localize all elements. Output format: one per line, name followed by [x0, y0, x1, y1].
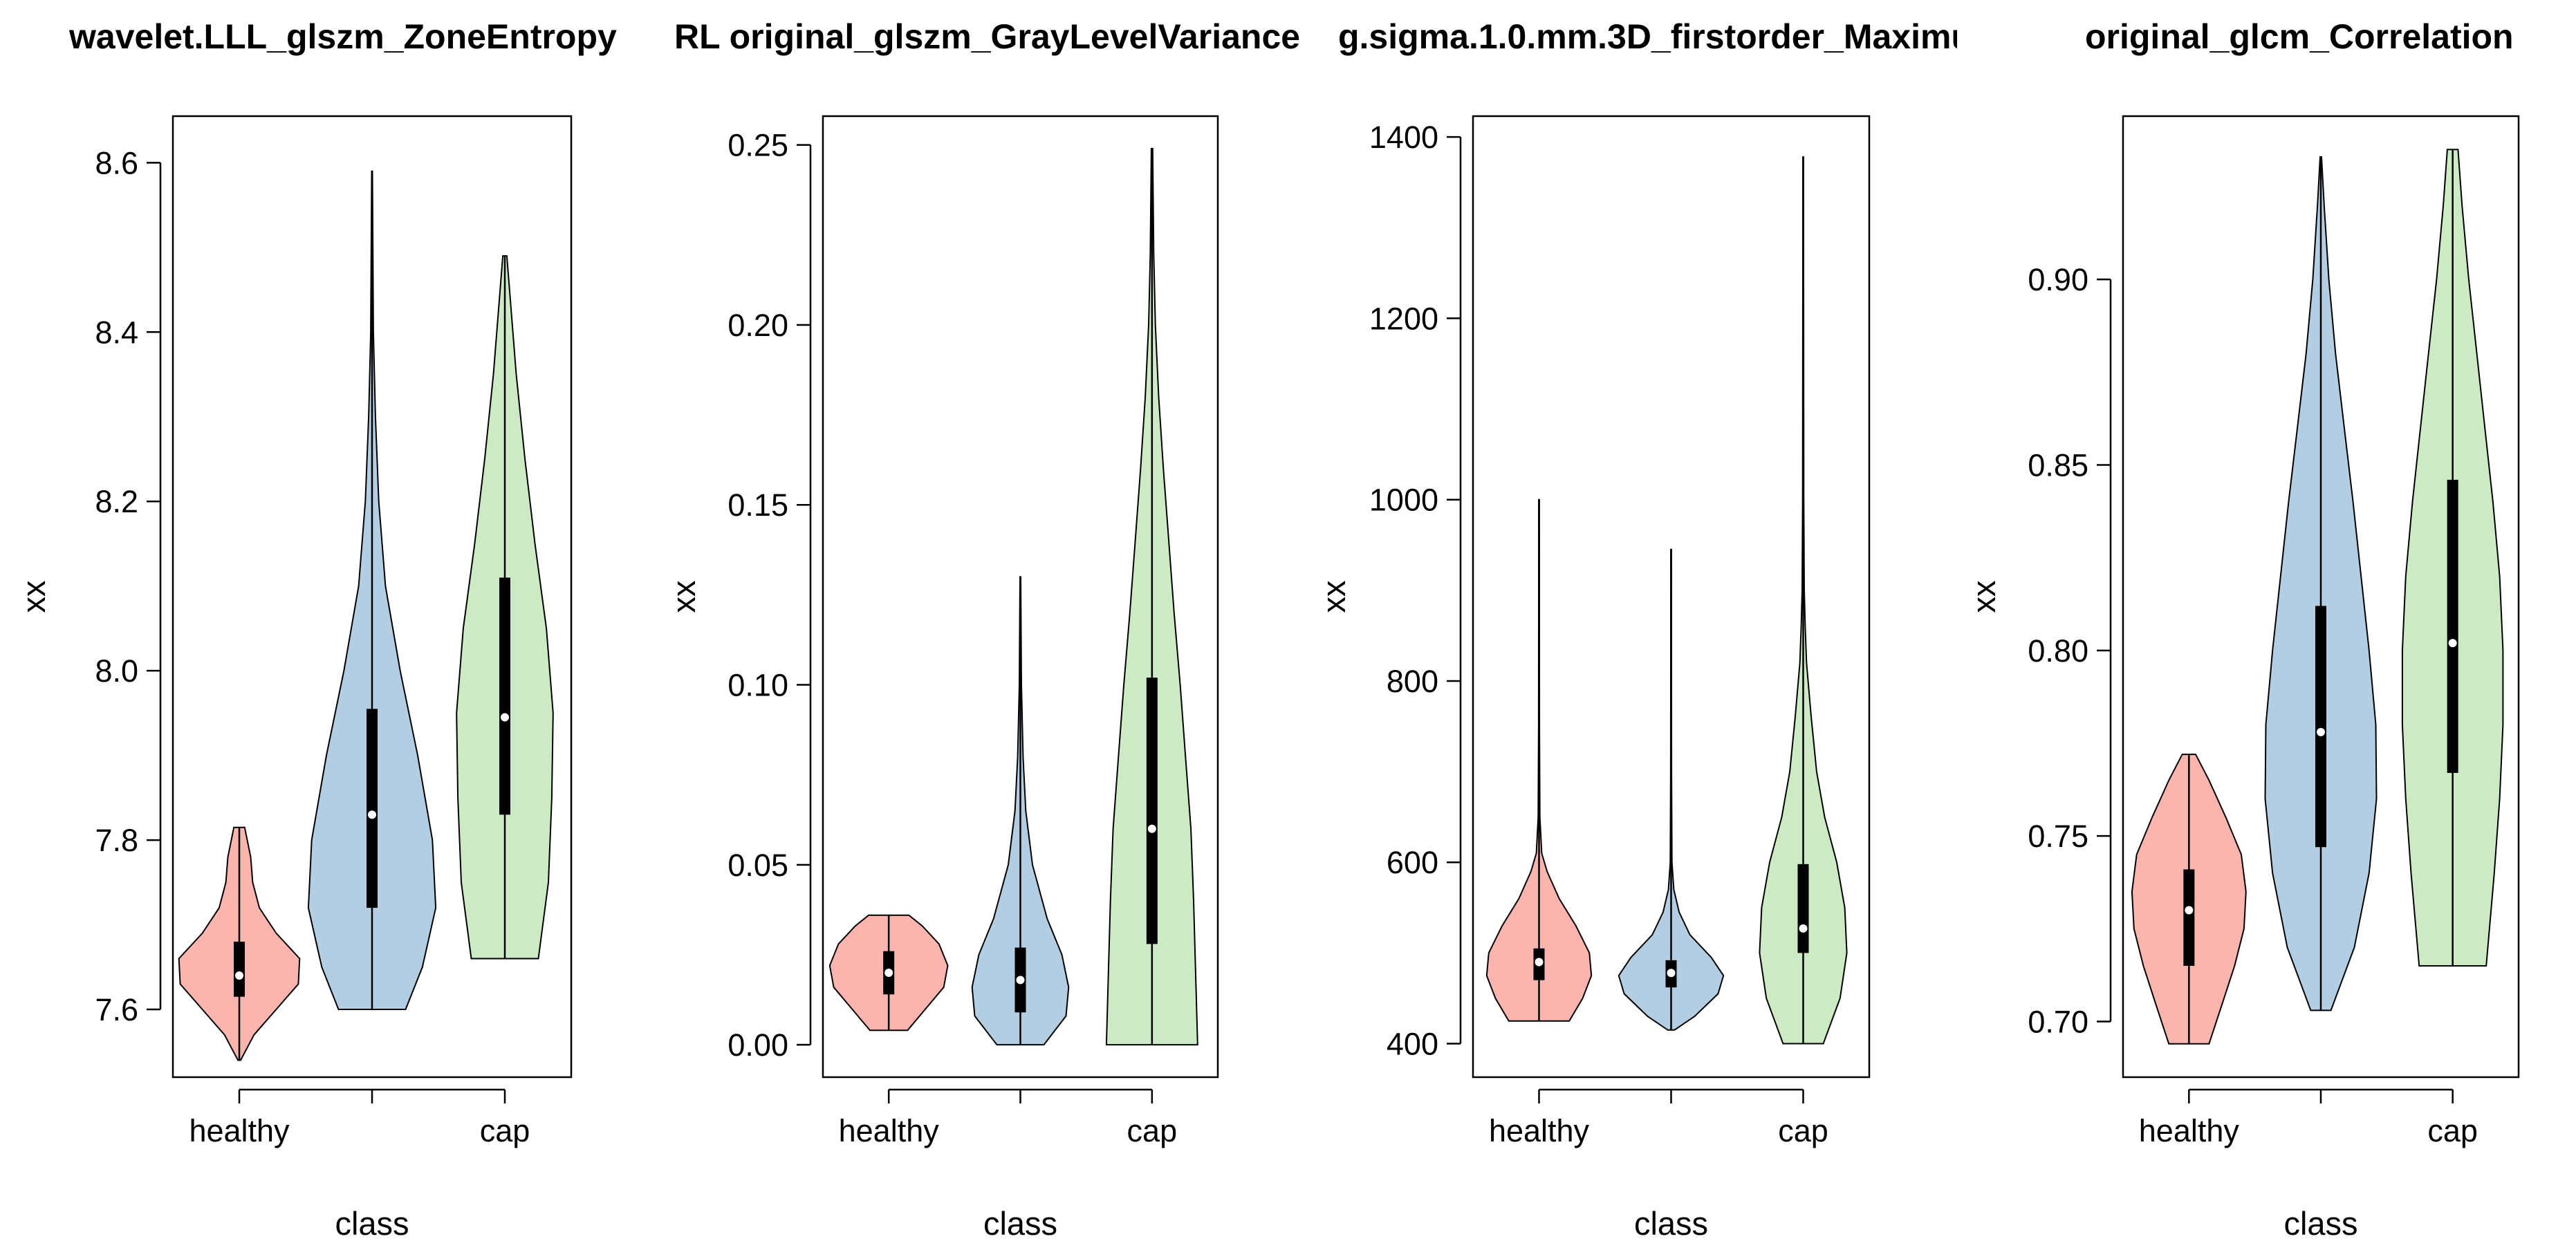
- violin-median-point: [235, 971, 243, 980]
- panel-title: RL original_glszm_GrayLevelVariance: [674, 17, 1300, 56]
- y-tick-label: 800: [1387, 664, 1438, 699]
- plot-frame: [2122, 115, 2520, 1079]
- y-tick-label: 600: [1387, 845, 1438, 880]
- violin-iqr-box: [234, 942, 245, 997]
- violin-iqr-box: [2447, 479, 2458, 773]
- violin-iqr-box: [2315, 606, 2326, 848]
- y-tick-label: 400: [1387, 1026, 1438, 1061]
- x-axis-label: class: [983, 1205, 1057, 1242]
- y-tick-label: 0.20: [728, 308, 788, 343]
- violin-median-point: [368, 810, 376, 819]
- x-tick-label: healthy: [1489, 1113, 1590, 1148]
- x-axis-label: class: [1634, 1205, 1708, 1242]
- violin-median-point: [1016, 976, 1025, 985]
- y-tick-label: 7.6: [95, 992, 138, 1027]
- x-tick-label: cap: [1127, 1113, 1178, 1148]
- violin-panel-2: RL original_glszm_GrayLevelVariance 0.00 0…: [665, 17, 1300, 1242]
- y-tick-label: 8.2: [95, 484, 138, 519]
- x-tick-label: healthy: [2139, 1113, 2240, 1148]
- y-tick-label: 7.8: [95, 823, 138, 858]
- violin-median-point: [1147, 824, 1156, 833]
- y-tick-label: 8.4: [95, 315, 138, 350]
- violin-median-point: [1667, 969, 1676, 978]
- y-tick-label: 1000: [1369, 483, 1438, 518]
- violin-median-point: [2185, 906, 2194, 915]
- x-tick-label: cap: [2427, 1113, 2478, 1148]
- panel-title: original_glcm_Correlation: [2085, 17, 2514, 56]
- y-tick-label: 0.25: [728, 128, 788, 163]
- y-tick-label: 1200: [1369, 301, 1438, 336]
- y-axis-label: xx: [1315, 581, 1352, 613]
- y-tick-label: 0.90: [2028, 262, 2088, 297]
- y-tick-label: 0.85: [2028, 447, 2088, 483]
- violin-panel-3: g.sigma.1.0.mm.3D_firstorder_Maximum 400 6…: [1315, 17, 2003, 1242]
- y-tick-label: 0.10: [728, 668, 788, 703]
- y-tick-label: 0.70: [2028, 1004, 2088, 1039]
- y-tick-label: 0.15: [728, 487, 788, 523]
- y-axis-label: xx: [1965, 581, 2002, 613]
- panel-title: wavelet.LLL_glszm_ZoneEntropy: [68, 17, 617, 56]
- violin-median-point: [884, 969, 893, 978]
- x-tick-label: cap: [480, 1113, 530, 1148]
- x-tick-label: cap: [1778, 1113, 1828, 1148]
- x-axis-label: class: [335, 1205, 409, 1242]
- y-tick-label: 1400: [1369, 120, 1438, 155]
- y-tick-label: 0.80: [2028, 633, 2088, 669]
- violin-panel-1: wavelet.LLL_glszm_ZoneEntropy 7.6 7.8 8.0 8.…: [15, 17, 617, 1242]
- y-axis-label: xx: [665, 581, 702, 613]
- violin-iqr-box: [1146, 678, 1158, 944]
- x-tick-label: healthy: [839, 1113, 940, 1148]
- violin-median-point: [1535, 958, 1544, 967]
- plot-frame: [172, 115, 573, 1079]
- violin-iqr-box: [2183, 869, 2195, 966]
- panel-title: g.sigma.1.0.mm.3D_firstorder_Maximum: [1338, 17, 2003, 56]
- x-tick-label: healthy: [189, 1113, 290, 1148]
- violin-median-point: [1799, 924, 1808, 933]
- y-tick-label: 8.0: [95, 653, 138, 689]
- y-axis-label: xx: [15, 581, 52, 613]
- plot-frame: [822, 115, 1219, 1079]
- violin-iqr-box: [367, 709, 378, 908]
- plot-frame: [1472, 115, 1871, 1079]
- y-tick-label: 0.00: [728, 1027, 788, 1063]
- violin-median-point: [2448, 639, 2457, 648]
- violin-median-point: [2317, 727, 2325, 736]
- y-tick-label: 0.75: [2028, 819, 2088, 854]
- x-axis-label: class: [2283, 1205, 2357, 1242]
- y-tick-label: 8.6: [95, 145, 138, 180]
- y-tick-label: 0.05: [728, 848, 788, 883]
- violin-median-point: [501, 713, 509, 722]
- violin-panel-4: original_glcm_Correlation 0.70 0.75 0.80 0.8…: [1965, 17, 2520, 1242]
- violin-iqr-box: [1797, 864, 1809, 953]
- violin-iqr-box: [499, 577, 510, 815]
